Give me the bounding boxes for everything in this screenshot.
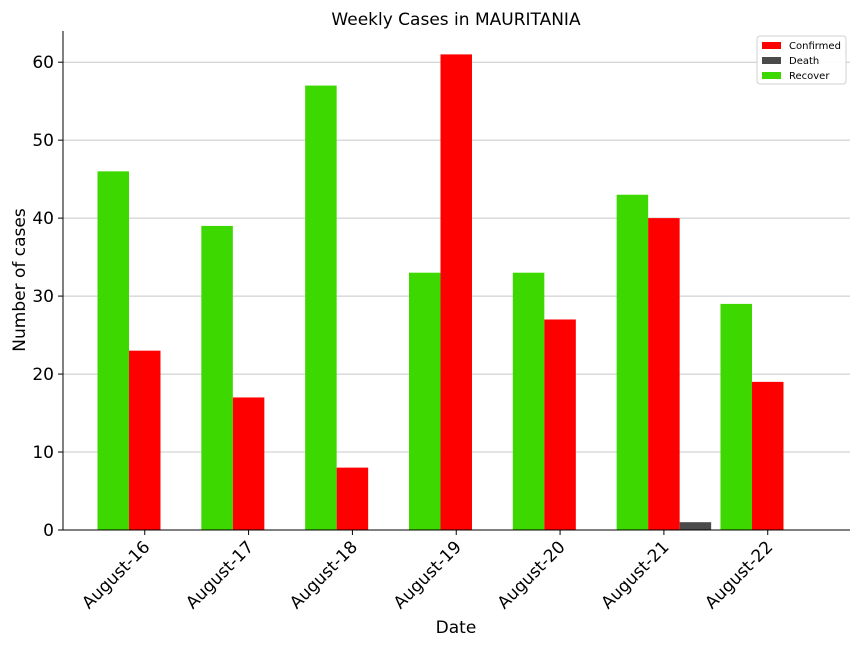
bar-death-august-21 <box>679 522 712 530</box>
legend-swatch-death <box>762 57 781 64</box>
x-tick-label: August-20 <box>494 537 570 613</box>
x-tick-label: August-17 <box>182 537 258 613</box>
x-tick-label: August-18 <box>286 537 362 613</box>
legend-swatch-recover <box>762 72 781 79</box>
bar-confirmed-august-20 <box>544 319 576 530</box>
x-tick-label: August-16 <box>78 537 154 613</box>
bars <box>97 54 784 530</box>
bar-recover-august-20 <box>512 272 545 530</box>
bar-confirmed-august-19 <box>440 54 472 530</box>
x-tick-label: August-19 <box>390 537 466 613</box>
y-tick-label: 20 <box>32 365 54 385</box>
x-axis-label: Date <box>436 618 477 638</box>
y-tick-label: 40 <box>32 209 54 229</box>
x-tick-label: August-21 <box>598 537 674 613</box>
bar-confirmed-august-16 <box>129 350 161 530</box>
y-ticks: 0 10 20 30 40 50 60 <box>32 53 63 541</box>
bar-recover-august-18 <box>305 85 337 530</box>
y-tick-label: 60 <box>32 53 54 73</box>
y-tick-label: 50 <box>32 131 54 151</box>
bar-confirmed-august-21 <box>648 218 680 530</box>
bar-recover-august-21 <box>616 194 649 530</box>
chart-title: Weekly Cases in MAURITANIA <box>331 10 581 30</box>
bar-recover-august-17 <box>201 225 233 530</box>
legend-label-confirmed: Confirmed <box>789 41 841 52</box>
x-tick-label: August-22 <box>701 537 777 613</box>
bar-recover-august-16 <box>97 171 129 530</box>
bar-recover-august-19 <box>408 272 441 530</box>
legend-label-recover: Recover <box>789 71 830 82</box>
bar-confirmed-august-22 <box>751 381 784 530</box>
y-tick-label: 10 <box>32 443 54 463</box>
bar-confirmed-august-17 <box>232 397 265 530</box>
y-axis-label: Number of cases <box>10 208 30 352</box>
legend-label-death: Death <box>789 56 819 67</box>
y-tick-label: 0 <box>43 521 54 541</box>
legend-swatch-confirmed <box>762 42 781 49</box>
bar-confirmed-august-18 <box>336 467 369 530</box>
legend: Confirmed Death Recover <box>756 35 847 85</box>
bar-recover-august-22 <box>720 303 752 530</box>
y-tick-label: 30 <box>32 287 54 307</box>
x-ticks: August-16 August-17 August-18 August-19 Augu… <box>78 530 777 613</box>
